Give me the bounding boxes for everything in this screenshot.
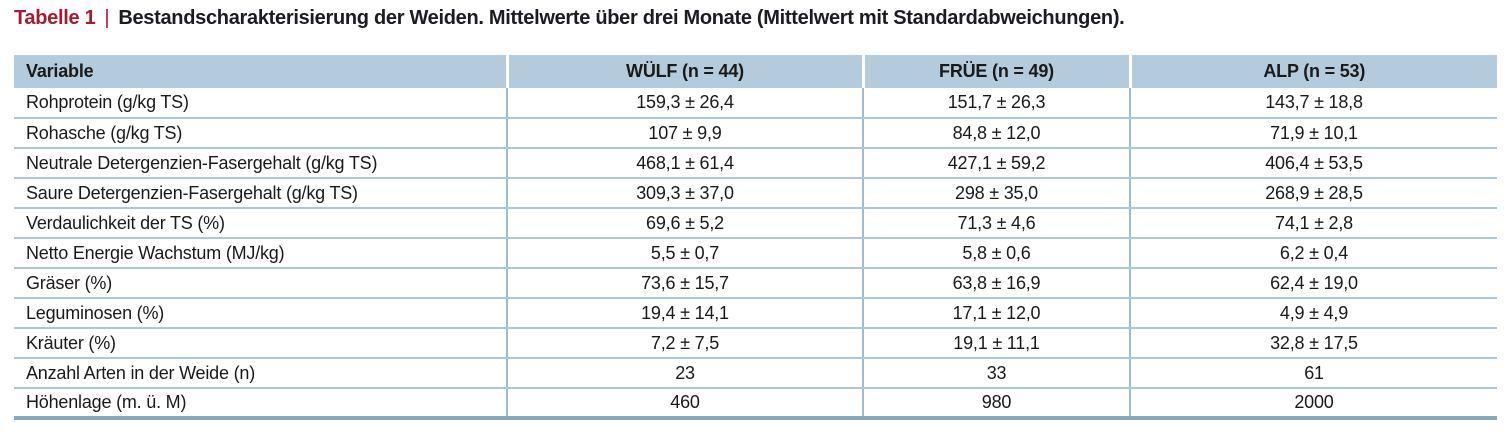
table-row: Rohprotein (g/kg TS) 159,3 ± 26,4 151,7 … <box>14 88 1497 119</box>
column-header-frue: FRÜE (n = 49) <box>861 55 1130 88</box>
value-cell: 980 <box>862 388 1130 420</box>
value-cell: 73,6 ± 15,7 <box>506 268 863 299</box>
value-cell: 309,3 ± 37,0 <box>506 178 863 209</box>
variable-cell: Leguminosen (%) <box>14 298 507 329</box>
caption-separator: | <box>104 7 110 29</box>
variable-cell: Rohasche (g/kg TS) <box>14 118 507 149</box>
variable-cell: Rohprotein (g/kg TS) <box>14 88 507 119</box>
value-cell: 427,1 ± 59,2 <box>862 148 1130 179</box>
value-cell: 7,2 ± 7,5 <box>506 328 863 359</box>
table-row: Gräser (%) 73,6 ± 15,7 63,8 ± 16,9 62,4 … <box>14 268 1497 299</box>
pasture-characteristics-table: Variable WÜLF (n = 44) FRÜE (n = 49) ALP… <box>14 55 1497 420</box>
table-row: Kräuter (%) 7,2 ± 7,5 19,1 ± 11,1 32,8 ±… <box>14 328 1497 359</box>
value-cell: 4,9 ± 4,9 <box>1129 298 1497 329</box>
table-row: Netto Energie Wachstum (MJ/kg) 5,5 ± 0,7… <box>14 238 1497 269</box>
value-cell: 5,5 ± 0,7 <box>506 238 863 269</box>
value-cell: 71,3 ± 4,6 <box>862 208 1130 239</box>
variable-cell: Anzahl Arten in der Weide (n) <box>14 358 507 389</box>
column-header-variable: Variable <box>14 55 507 88</box>
value-cell: 63,8 ± 16,9 <box>862 268 1130 299</box>
variable-cell: Saure Detergenzien-Fasergehalt (g/kg TS) <box>14 178 507 209</box>
value-cell: 6,2 ± 0,4 <box>1129 238 1497 269</box>
value-cell: 2000 <box>1129 388 1497 420</box>
variable-cell: Kräuter (%) <box>14 328 507 359</box>
value-cell: 5,8 ± 0,6 <box>862 238 1130 269</box>
value-cell: 151,7 ± 26,3 <box>862 88 1130 119</box>
value-cell: 468,1 ± 61,4 <box>506 148 863 179</box>
table-caption-number: Tabelle 1 <box>14 7 96 29</box>
header-row: Variable WÜLF (n = 44) FRÜE (n = 49) ALP… <box>14 55 1497 88</box>
value-cell: 107 ± 9,9 <box>506 118 863 149</box>
value-cell: 460 <box>506 388 863 420</box>
column-header-wulf: WÜLF (n = 44) <box>505 55 863 88</box>
value-cell: 61 <box>1129 358 1497 389</box>
value-cell: 19,1 ± 11,1 <box>862 328 1130 359</box>
value-cell: 84,8 ± 12,0 <box>862 118 1130 149</box>
table-row: Rohasche (g/kg TS) 107 ± 9,9 84,8 ± 12,0… <box>14 118 1497 149</box>
value-cell: 74,1 ± 2,8 <box>1129 208 1497 239</box>
table-row: Neutrale Detergenzien-Fasergehalt (g/kg … <box>14 148 1497 179</box>
variable-cell: Neutrale Detergenzien-Fasergehalt (g/kg … <box>14 148 507 179</box>
table-row: Höhenlage (m. ü. M) 460 980 2000 <box>14 388 1497 420</box>
value-cell: 23 <box>506 358 863 389</box>
value-cell: 159,3 ± 26,4 <box>506 88 863 119</box>
value-cell: 17,1 ± 12,0 <box>862 298 1130 329</box>
value-cell: 19,4 ± 14,1 <box>506 298 863 329</box>
table-row: Anzahl Arten in der Weide (n) 23 33 61 <box>14 358 1497 389</box>
value-cell: 33 <box>862 358 1130 389</box>
value-cell: 69,6 ± 5,2 <box>506 208 863 239</box>
value-cell: 298 ± 35,0 <box>862 178 1130 209</box>
variable-cell: Netto Energie Wachstum (MJ/kg) <box>14 238 507 269</box>
column-header-alp: ALP (n = 53) <box>1128 55 1497 88</box>
value-cell: 268,9 ± 28,5 <box>1129 178 1497 209</box>
value-cell: 143,7 ± 18,8 <box>1129 88 1497 119</box>
value-cell: 406,4 ± 53,5 <box>1129 148 1497 179</box>
table-caption-text: Bestandscharakterisierung der Weiden. Mi… <box>118 7 1125 29</box>
variable-cell: Gräser (%) <box>14 268 507 299</box>
table-row: Leguminosen (%) 19,4 ± 14,1 17,1 ± 12,0 … <box>14 298 1497 329</box>
table-row: Verdaulichkeit der TS (%) 69,6 ± 5,2 71,… <box>14 208 1497 239</box>
value-cell: 71,9 ± 10,1 <box>1129 118 1497 149</box>
table-row: Saure Detergenzien-Fasergehalt (g/kg TS)… <box>14 178 1497 209</box>
table-caption: Tabelle 1 | Bestandscharakterisierung der … <box>14 7 1125 30</box>
value-cell: 32,8 ± 17,5 <box>1129 328 1497 359</box>
value-cell: 62,4 ± 19,0 <box>1129 268 1497 299</box>
variable-cell: Verdaulichkeit der TS (%) <box>14 208 507 239</box>
variable-cell: Höhenlage (m. ü. M) <box>14 388 507 420</box>
